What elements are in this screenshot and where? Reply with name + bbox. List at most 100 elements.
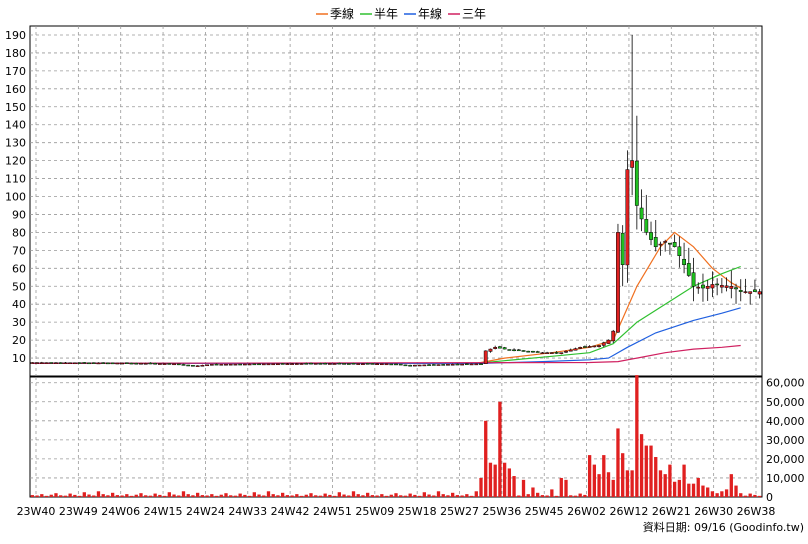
candle-body (583, 346, 587, 348)
volume-bar (474, 491, 478, 497)
volume-bar (68, 493, 72, 497)
volume-bar (134, 494, 138, 497)
volume-bar (229, 495, 233, 497)
candle-body (668, 242, 672, 245)
volume-bar (295, 494, 299, 497)
legend-label: 半年 (374, 7, 398, 21)
volume-bar (195, 492, 200, 497)
volume-bar (644, 445, 648, 497)
volume-bar (757, 495, 762, 497)
candle-body (313, 363, 318, 365)
x-tick-label: 25W27 (440, 505, 479, 518)
price-tick-label: 110 (5, 173, 26, 186)
candle-body (521, 350, 526, 352)
candle-body (143, 363, 148, 365)
x-tick-label: 23W49 (59, 505, 98, 518)
candle-body (214, 363, 219, 366)
candle-body (101, 362, 106, 364)
candle-body (663, 241, 668, 243)
candle-body (719, 285, 724, 288)
candle-body (379, 363, 384, 366)
candle-body (436, 364, 441, 366)
candle-body (370, 363, 375, 365)
footer-date: 資料日期: 09/16 (Goodinfo.tw) (643, 520, 804, 534)
candle-body (441, 364, 446, 366)
candle-body (394, 363, 398, 366)
candle-body (162, 363, 167, 365)
candle-body (649, 232, 653, 240)
x-tick-label: 26W12 (610, 505, 649, 518)
candle-body (30, 362, 35, 364)
candle-body (753, 289, 757, 292)
price-tick-label: 190 (5, 29, 26, 42)
candle-body (332, 363, 337, 365)
volume-bar (399, 495, 403, 497)
candle-body (682, 258, 686, 265)
volume-bar (720, 491, 724, 497)
volume-bar (729, 474, 733, 497)
volume-bar (101, 494, 105, 497)
candle-body (469, 363, 474, 366)
candle-body (545, 352, 550, 354)
volume-bar (257, 494, 261, 497)
volume-bar (285, 495, 290, 497)
candle-body (568, 349, 573, 352)
volume-bar (493, 464, 497, 497)
volume-bar (214, 495, 219, 497)
candle-body (44, 362, 49, 364)
volume-bar (266, 491, 271, 497)
volume-bar (332, 495, 337, 497)
volume-bar (375, 495, 379, 497)
volume-bar (219, 494, 223, 497)
candle-body (82, 362, 87, 364)
volume-tick-label: 50,000 (766, 396, 805, 409)
candle-body (247, 363, 252, 366)
candle-body (464, 363, 469, 366)
candle-body (318, 363, 323, 365)
candle-body (427, 364, 431, 366)
candle-body (597, 345, 601, 347)
volume-bar (677, 479, 682, 497)
volume-bar (82, 492, 86, 497)
candle-body (408, 364, 413, 367)
volume-bar (403, 495, 408, 497)
candle-body (479, 363, 483, 365)
candle-body (564, 351, 568, 353)
candle-body (531, 350, 535, 353)
volume-bar (380, 494, 384, 497)
volume-bar (710, 491, 715, 497)
candle-body (148, 362, 153, 365)
volume-bar (606, 472, 611, 497)
candle-body (191, 365, 195, 367)
volume-tick-label: 10,000 (766, 472, 805, 485)
candle-body (72, 362, 77, 365)
candle-body (446, 364, 450, 366)
volume-bar (517, 495, 521, 497)
candle-body (106, 362, 110, 365)
volume-bar (621, 453, 625, 497)
volume-bar (587, 455, 592, 497)
volume-bar (290, 495, 294, 497)
volume-bar (540, 495, 545, 497)
candle-body (309, 362, 313, 365)
volume-bar (162, 495, 167, 497)
volume-bar (569, 495, 573, 497)
price-tick-label: 60 (12, 262, 26, 275)
candle-body (592, 345, 597, 348)
volume-bar (40, 494, 44, 497)
candle-body (195, 365, 200, 367)
candle-body (129, 362, 134, 365)
candle-body (294, 363, 299, 365)
price-tick-label: 150 (5, 101, 26, 114)
candle-body (167, 363, 172, 365)
volume-bar (417, 495, 422, 497)
candle-body (686, 263, 691, 276)
candle-body (120, 362, 124, 365)
volume-bar (635, 375, 639, 497)
candle-body (497, 346, 502, 349)
candle-body (242, 363, 247, 366)
volume-bar (550, 489, 554, 497)
candle-body (285, 363, 290, 365)
volume-bar (342, 494, 346, 497)
volume-bar (451, 492, 455, 497)
